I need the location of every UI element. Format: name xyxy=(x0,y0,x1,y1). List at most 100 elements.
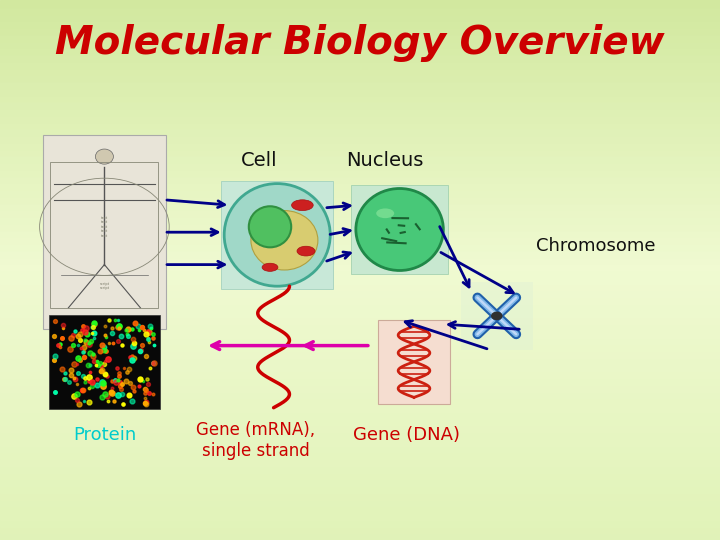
Bar xyxy=(48,314,160,409)
Bar xyxy=(0,324,720,330)
Bar xyxy=(0,492,720,500)
Bar xyxy=(0,453,720,459)
Bar xyxy=(378,320,450,404)
Bar xyxy=(0,222,720,230)
Bar xyxy=(0,202,720,209)
Ellipse shape xyxy=(224,184,330,286)
Bar xyxy=(0,345,720,351)
Bar xyxy=(0,249,720,256)
Bar xyxy=(0,94,720,102)
Bar xyxy=(0,357,720,364)
Text: text
text
text
text
text: text text text text text xyxy=(101,215,108,238)
Bar xyxy=(0,276,720,284)
Text: Gene (mRNA),
single strand: Gene (mRNA), single strand xyxy=(196,421,315,460)
Bar xyxy=(0,27,720,33)
Bar xyxy=(0,432,720,438)
Text: script
script: script script xyxy=(99,282,109,291)
Bar xyxy=(0,148,720,156)
Text: Molecular Biology Overview: Molecular Biology Overview xyxy=(55,24,665,62)
Text: Gene (DNA): Gene (DNA) xyxy=(354,426,460,444)
Bar xyxy=(0,338,720,345)
Bar xyxy=(0,384,720,391)
Bar xyxy=(0,68,720,74)
Bar xyxy=(0,81,720,87)
Bar xyxy=(0,33,720,40)
Bar xyxy=(0,418,720,426)
Bar xyxy=(0,216,720,222)
Bar xyxy=(0,263,720,270)
Bar xyxy=(0,303,720,310)
Bar xyxy=(0,465,720,472)
Bar xyxy=(0,297,720,303)
Bar xyxy=(0,108,720,115)
Bar xyxy=(0,351,720,357)
Bar xyxy=(0,87,720,94)
Ellipse shape xyxy=(297,246,315,256)
Bar xyxy=(0,480,720,486)
Bar xyxy=(0,330,720,338)
Bar xyxy=(461,282,533,350)
Bar xyxy=(0,513,720,519)
Bar xyxy=(0,284,720,291)
Bar xyxy=(0,500,720,507)
Bar xyxy=(0,364,720,372)
Bar xyxy=(351,185,448,274)
Bar xyxy=(0,270,720,276)
Bar xyxy=(0,141,720,149)
Bar xyxy=(0,405,720,411)
Bar xyxy=(0,6,720,14)
Bar xyxy=(0,162,720,168)
Bar xyxy=(0,372,720,378)
Bar xyxy=(0,459,720,465)
Bar xyxy=(222,181,333,289)
Bar xyxy=(0,135,720,141)
Bar xyxy=(0,14,720,20)
Bar xyxy=(0,230,720,237)
Bar xyxy=(0,411,720,418)
Bar xyxy=(0,195,720,202)
Bar xyxy=(0,534,720,540)
Bar xyxy=(0,486,720,492)
Ellipse shape xyxy=(292,200,313,211)
Bar xyxy=(0,183,720,189)
Ellipse shape xyxy=(95,149,114,164)
Bar xyxy=(0,438,720,445)
Ellipse shape xyxy=(251,211,318,270)
Bar xyxy=(0,115,720,122)
Bar xyxy=(0,426,720,432)
Text: Protein: Protein xyxy=(73,426,136,444)
Bar xyxy=(0,399,720,405)
Ellipse shape xyxy=(249,206,291,247)
Bar xyxy=(0,446,720,453)
Ellipse shape xyxy=(356,188,444,271)
Bar xyxy=(0,189,720,195)
Bar xyxy=(0,256,720,263)
Bar xyxy=(0,310,720,317)
Bar xyxy=(0,47,720,54)
Bar xyxy=(0,291,720,297)
Bar xyxy=(50,162,158,308)
Text: Nucleus: Nucleus xyxy=(346,151,424,170)
Bar xyxy=(0,519,720,526)
Bar xyxy=(0,507,720,513)
Circle shape xyxy=(491,312,503,320)
Bar xyxy=(0,128,720,135)
Bar xyxy=(0,209,720,216)
Bar xyxy=(0,0,720,6)
Bar xyxy=(0,156,720,162)
Bar xyxy=(0,60,720,68)
Bar xyxy=(0,102,720,108)
Ellipse shape xyxy=(262,264,278,272)
Bar xyxy=(0,122,720,128)
Bar xyxy=(0,54,720,60)
Text: Chromosome: Chromosome xyxy=(536,237,656,255)
Bar xyxy=(0,176,720,183)
Bar xyxy=(0,40,720,47)
Bar xyxy=(0,74,720,81)
Bar xyxy=(0,472,720,480)
Bar xyxy=(0,243,720,249)
Text: Cell: Cell xyxy=(241,151,277,170)
Ellipse shape xyxy=(377,208,395,218)
Bar xyxy=(0,237,720,243)
Bar xyxy=(0,168,720,176)
